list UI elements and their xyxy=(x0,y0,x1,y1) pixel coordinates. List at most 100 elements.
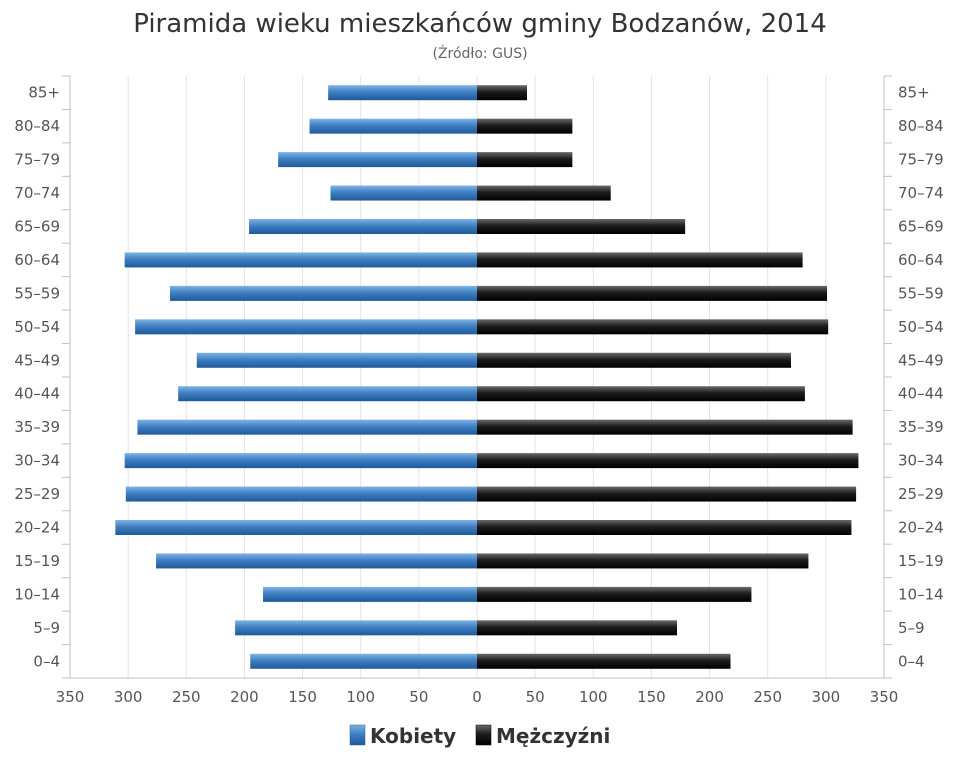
axes xyxy=(62,75,892,679)
grid-lines xyxy=(127,76,827,678)
bar-kobiety xyxy=(135,319,477,335)
x-tick-label: 150 xyxy=(288,688,317,706)
category-label-left: 45–49 xyxy=(14,351,60,369)
bar-kobiety xyxy=(156,553,477,569)
category-label-left: 75–79 xyxy=(14,151,60,169)
legend-swatch-mezczyzni xyxy=(475,724,492,746)
bar-kobiety xyxy=(178,386,477,402)
category-label-right: 45–49 xyxy=(898,351,944,369)
bar-mezczyzni xyxy=(477,152,573,168)
y-axis-labels: 0–4 0–4 5–9 5–9 10–14 10–14 15–19 15–19 20–24 20–… xyxy=(14,84,943,671)
category-label-right: 15–19 xyxy=(898,552,944,570)
bar-kobiety xyxy=(249,219,477,234)
category-label-right: 5–9 xyxy=(898,619,925,637)
category-label-left: 70–74 xyxy=(14,184,60,202)
bar-mezczyzni xyxy=(477,352,791,368)
category-label-left: 55–59 xyxy=(14,284,60,302)
x-tick-label: 300 xyxy=(812,688,841,706)
bar-kobiety xyxy=(278,152,477,168)
category-label-left: 80–84 xyxy=(14,117,60,135)
legend-swatch-kobiety xyxy=(349,724,366,746)
bar-mezczyzni xyxy=(477,586,752,602)
x-tick-label: 250 xyxy=(172,688,201,706)
category-label-right: 80–84 xyxy=(898,117,944,135)
bar-mezczyzni xyxy=(477,185,611,201)
bar-kobiety xyxy=(328,85,477,101)
category-label-left: 85+ xyxy=(28,84,60,102)
x-tick-label: 350 xyxy=(870,688,899,706)
category-label-left: 65–69 xyxy=(14,218,60,236)
category-label-right: 50–54 xyxy=(898,318,944,336)
x-tick-label: 250 xyxy=(753,688,782,706)
bar-mezczyzni xyxy=(477,118,573,134)
bar-kobiety xyxy=(124,252,477,268)
category-label-right: 65–69 xyxy=(898,218,944,236)
category-label-left: 25–29 xyxy=(14,485,60,503)
bar-kobiety xyxy=(309,118,477,134)
bar-kobiety xyxy=(196,352,477,368)
x-tick-label: 100 xyxy=(346,688,375,706)
chart-title: Piramida wieku mieszkańców gminy Bodzanó… xyxy=(133,9,827,39)
bar-mezczyzni xyxy=(477,486,857,502)
category-label-left: 40–44 xyxy=(14,385,60,403)
legend-label-kobiety: Kobiety xyxy=(370,724,456,748)
category-label-right: 40–44 xyxy=(898,385,944,403)
category-label-left: 35–39 xyxy=(14,418,60,436)
category-label-right: 55–59 xyxy=(898,284,944,302)
bar-mezczyzni xyxy=(477,252,803,268)
category-label-left: 5–9 xyxy=(33,619,60,637)
x-tick-label: 350 xyxy=(56,688,85,706)
bar-mezczyzni xyxy=(477,453,859,469)
category-label-left: 60–64 xyxy=(14,251,60,269)
category-label-right: 30–34 xyxy=(898,452,944,470)
bar-mezczyzni xyxy=(477,520,852,535)
category-label-left: 0–4 xyxy=(33,652,60,670)
x-tick-label: 150 xyxy=(637,688,666,706)
bar-kobiety xyxy=(124,453,477,469)
bar-kobiety xyxy=(330,185,477,201)
x-tick-label: 300 xyxy=(114,688,143,706)
bar-mezczyzni xyxy=(477,419,853,435)
bar-kobiety xyxy=(250,653,477,669)
bar-kobiety xyxy=(125,486,478,502)
x-tick-label: 200 xyxy=(695,688,724,706)
category-label-right: 25–29 xyxy=(898,485,944,503)
legend: Kobiety Mężczyźni xyxy=(349,724,610,748)
x-axis-labels: 350 300 250 200 150 100 50 0 50 100 150 200 250 300 35… xyxy=(56,688,899,706)
legend-label-mezczyzni: Mężczyźni xyxy=(496,724,610,748)
x-tick-label: 200 xyxy=(230,688,259,706)
category-label-left: 15–19 xyxy=(14,552,60,570)
category-label-right: 0–4 xyxy=(898,652,925,670)
bar-kobiety xyxy=(235,620,477,636)
bar-kobiety xyxy=(170,285,477,301)
x-tick-label: 100 xyxy=(579,688,608,706)
bar-mezczyzni xyxy=(477,319,829,335)
category-label-right: 85+ xyxy=(898,84,930,102)
category-label-left: 30–34 xyxy=(14,452,60,470)
bars xyxy=(115,85,859,669)
bar-mezczyzni xyxy=(477,85,528,101)
category-label-right: 35–39 xyxy=(898,418,944,436)
bar-mezczyzni xyxy=(477,386,805,402)
bar-mezczyzni xyxy=(477,653,731,669)
bar-mezczyzni xyxy=(477,620,678,636)
category-label-left: 20–24 xyxy=(14,519,60,537)
category-label-left: 50–54 xyxy=(14,318,60,336)
category-label-right: 20–24 xyxy=(898,519,944,537)
x-tick-label: 50 xyxy=(526,688,545,706)
category-label-right: 60–64 xyxy=(898,251,944,269)
bar-kobiety xyxy=(137,419,477,435)
category-label-left: 10–14 xyxy=(14,585,60,603)
bar-kobiety xyxy=(115,520,477,535)
x-tick-label: 50 xyxy=(409,688,428,706)
bar-kobiety xyxy=(263,586,477,602)
bar-mezczyzni xyxy=(477,285,828,301)
bar-mezczyzni xyxy=(477,219,686,234)
category-label-right: 10–14 xyxy=(898,585,944,603)
x-tick-label: 0 xyxy=(472,688,482,706)
bar-mezczyzni xyxy=(477,553,809,569)
category-label-right: 75–79 xyxy=(898,151,944,169)
chart-subtitle: (Źródło: GUS) xyxy=(432,44,527,62)
category-label-right: 70–74 xyxy=(898,184,944,202)
